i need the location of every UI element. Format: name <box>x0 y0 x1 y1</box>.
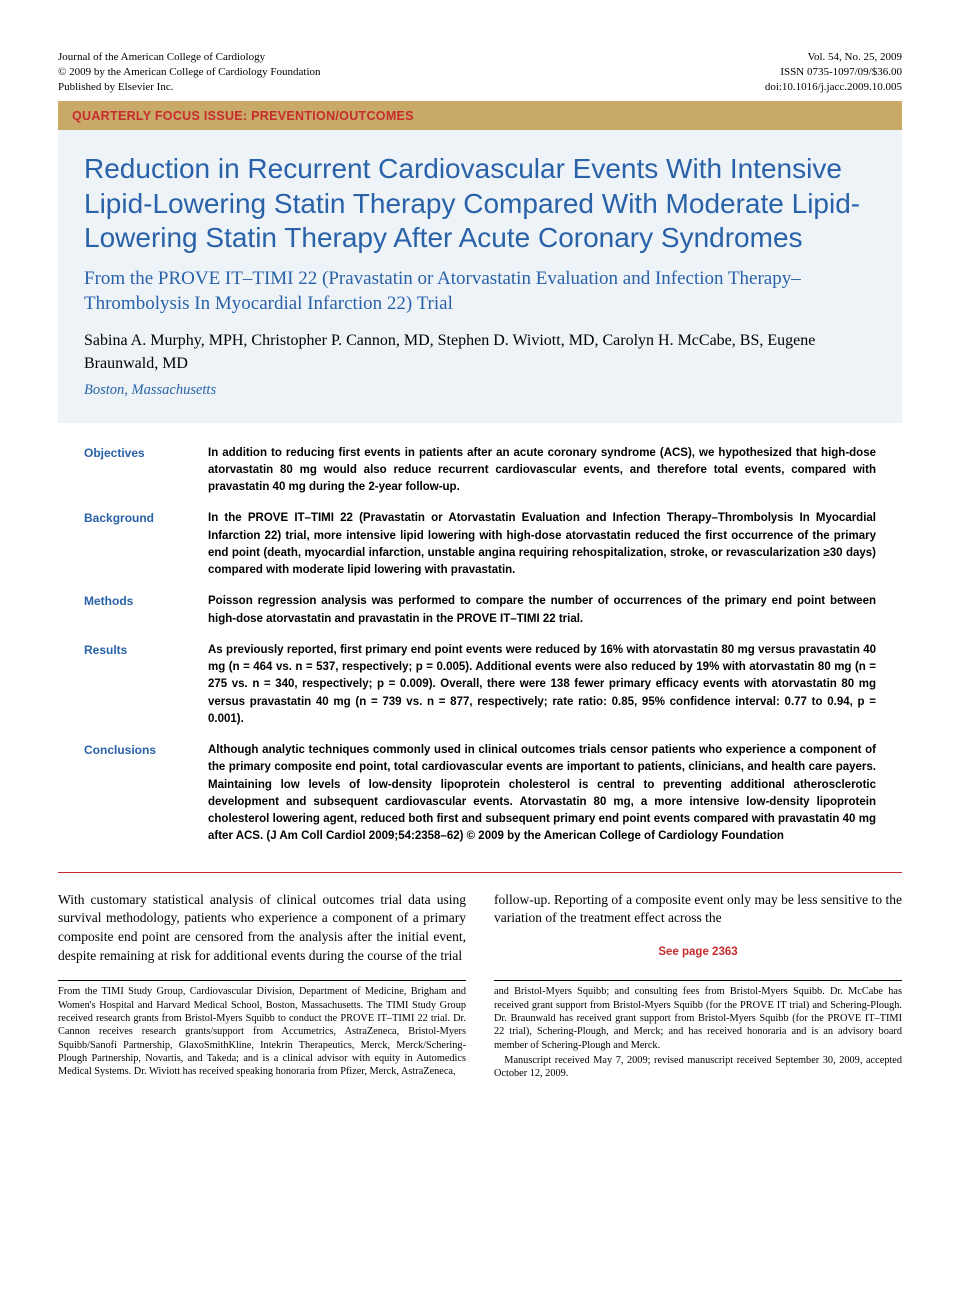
article-title: Reduction in Recurrent Cardiovascular Ev… <box>84 152 876 254</box>
abstract-conclusions: Conclusions Although analytic techniques… <box>84 742 876 846</box>
journal-copyright: © 2009 by the American College of Cardio… <box>58 65 321 80</box>
article-subtitle: From the PROVE IT–TIMI 22 (Pravastatin o… <box>84 267 876 316</box>
footnote-right-text: and Bristol-Myers Squibb; and consulting… <box>494 986 902 1051</box>
body-columns: With customary statistical analysis of c… <box>58 891 902 967</box>
journal-header: Journal of the American College of Cardi… <box>58 50 902 95</box>
divider-rule <box>58 872 902 873</box>
abstract-text: Poisson regression analysis was performe… <box>208 593 876 628</box>
abstract-text: Although analytic techniques commonly us… <box>208 742 876 846</box>
body-col-right: follow-up. Reporting of a composite even… <box>494 891 902 967</box>
abstract-label: Background <box>84 510 208 579</box>
section-banner: QUARTERLY FOCUS ISSUE: PREVENTION/OUTCOM… <box>58 101 902 131</box>
abstract-background: Background In the PROVE IT–TIMI 22 (Prav… <box>84 510 876 579</box>
section-banner-label: QUARTERLY FOCUS ISSUE: PREVENTION/OUTCOM… <box>72 109 414 123</box>
title-block: Reduction in Recurrent Cardiovascular Ev… <box>58 130 902 422</box>
abstract-objectives: Objectives In addition to reducing first… <box>84 445 876 497</box>
journal-issn: ISSN 0735-1097/09/$36.00 <box>765 65 902 80</box>
journal-doi: doi:10.1016/j.jacc.2009.10.005 <box>765 80 902 95</box>
article-authors: Sabina A. Murphy, MPH, Christopher P. Ca… <box>84 330 876 375</box>
journal-volume: Vol. 54, No. 25, 2009 <box>765 50 902 65</box>
journal-name: Journal of the American College of Cardi… <box>58 50 321 65</box>
abstract-methods: Methods Poisson regression analysis was … <box>84 593 876 628</box>
abstract-results: Results As previously reported, first pr… <box>84 642 876 728</box>
article-affiliation: Boston, Massachusetts <box>84 381 876 401</box>
footnote-manuscript: Manuscript received May 7, 2009; revised… <box>494 1054 902 1081</box>
abstract-label: Objectives <box>84 445 208 497</box>
footnote-left: From the TIMI Study Group, Cardiovascula… <box>58 985 466 1081</box>
abstract-block: Objectives In addition to reducing first… <box>58 423 902 868</box>
abstract-label: Methods <box>84 593 208 628</box>
body-col-left: With customary statistical analysis of c… <box>58 891 466 967</box>
abstract-label: Conclusions <box>84 742 208 846</box>
body-col-right-text: follow-up. Reporting of a composite even… <box>494 892 902 926</box>
see-page-link[interactable]: See page 2363 <box>494 944 902 960</box>
footnote-right: and Bristol-Myers Squibb; and consulting… <box>494 985 902 1081</box>
abstract-label: Results <box>84 642 208 728</box>
abstract-text: In the PROVE IT–TIMI 22 (Pravastatin or … <box>208 510 876 579</box>
journal-meta-left: Journal of the American College of Cardi… <box>58 50 321 95</box>
abstract-text: In addition to reducing first events in … <box>208 445 876 497</box>
journal-meta-right: Vol. 54, No. 25, 2009 ISSN 0735-1097/09/… <box>765 50 902 95</box>
footnotes: From the TIMI Study Group, Cardiovascula… <box>58 985 902 1081</box>
abstract-text: As previously reported, first primary en… <box>208 642 876 728</box>
journal-publisher: Published by Elsevier Inc. <box>58 80 321 95</box>
